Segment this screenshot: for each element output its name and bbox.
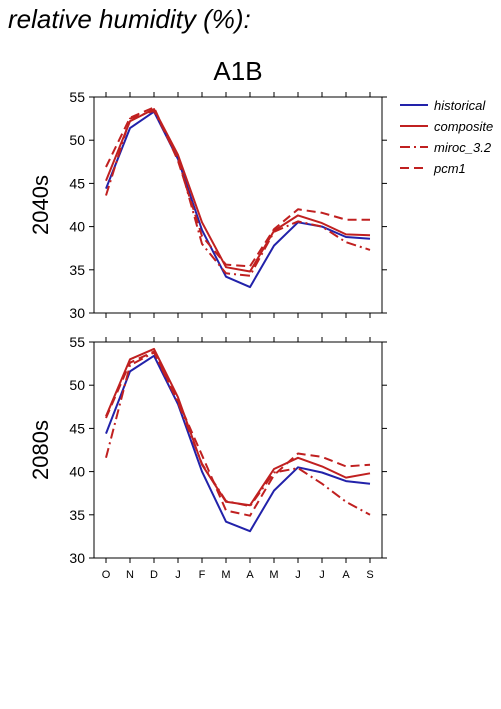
legend-label: miroc_3.2 xyxy=(434,140,492,155)
x-tick-label: D xyxy=(150,569,158,581)
y-tick-label: 30 xyxy=(69,550,85,566)
legend-label: historical xyxy=(434,98,486,113)
y-tick-label: 40 xyxy=(69,464,85,480)
plot-frame xyxy=(93,341,383,559)
x-tick-label: A xyxy=(246,569,254,581)
y-tick-label: 40 xyxy=(69,219,85,235)
plot-frame xyxy=(93,96,383,314)
x-tick-label: M xyxy=(269,569,278,581)
y-axis-label: 2080s xyxy=(28,420,53,480)
panel-2040s: 30 35 40 45 50 55 2040s xyxy=(28,89,387,321)
y-tick-label: 45 xyxy=(69,175,85,191)
x-tick-label: J xyxy=(295,569,301,581)
series-line-historical xyxy=(105,354,371,533)
legend: historical composite miroc_3.2 pcm1 xyxy=(400,98,493,176)
panel-2080s: 30 35 40 45 50 55 O N D J F M A M J J A S 2080s xyxy=(28,334,387,581)
series-line-composite xyxy=(105,347,371,507)
legend-label: composite xyxy=(434,119,493,134)
x-tick-label: S xyxy=(366,569,373,581)
x-tick-label: F xyxy=(199,569,206,581)
series-line-miroc-3-2 xyxy=(105,351,371,516)
y-axis-label: 2040s xyxy=(28,175,53,235)
y-tick-label: 50 xyxy=(69,132,85,148)
y-tick-label: 45 xyxy=(69,420,85,436)
y-tick-label: 50 xyxy=(69,377,85,393)
chart-title: A1B xyxy=(213,56,262,86)
y-tick-label: 35 xyxy=(69,507,85,523)
series-line-miroc-3-2 xyxy=(105,109,371,277)
y-tick-label: 35 xyxy=(69,262,85,278)
series-line-pcm1 xyxy=(105,350,371,517)
x-tick-label: N xyxy=(126,569,134,581)
series-line-composite xyxy=(105,108,371,273)
series-line-pcm1 xyxy=(105,106,370,268)
x-tick-label: O xyxy=(102,569,111,581)
page-title: relative humidity (%): xyxy=(8,4,251,34)
series-line-historical xyxy=(105,110,371,289)
x-tick-label: J xyxy=(319,569,325,581)
y-tick-label: 55 xyxy=(69,89,85,105)
x-tick-label: A xyxy=(342,569,350,581)
x-tick-label: J xyxy=(175,569,181,581)
x-tick-label: M xyxy=(221,569,230,581)
y-tick-label: 55 xyxy=(69,334,85,350)
legend-label: pcm1 xyxy=(433,161,466,176)
y-tick-label: 30 xyxy=(69,305,85,321)
